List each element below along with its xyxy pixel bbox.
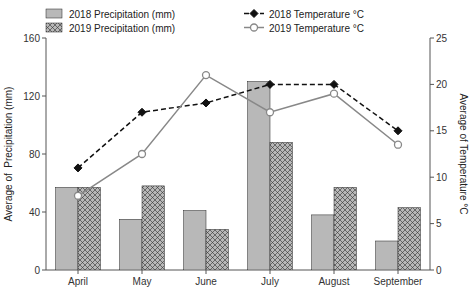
legend-label: 2019 Temperature °C — [269, 23, 364, 34]
line — [78, 75, 398, 196]
axis-line — [430, 38, 431, 270]
tick-label: July — [261, 276, 279, 287]
marker — [75, 192, 82, 199]
tick-mark — [42, 270, 46, 271]
legend-label: 2018 Precipitation (mm) — [69, 9, 175, 20]
tick-mark — [42, 212, 46, 213]
axis-label: Average of Precipitation (mm) — [3, 87, 14, 222]
bar — [78, 187, 100, 270]
tick-label: May — [133, 276, 152, 287]
tick-mark — [78, 270, 79, 274]
tick-mark — [334, 270, 335, 274]
tick-mark — [430, 270, 434, 271]
line-series — [75, 72, 402, 200]
marker — [138, 108, 146, 116]
marker — [139, 151, 146, 158]
bar — [206, 229, 228, 270]
tick-mark — [42, 154, 46, 155]
tick-mark — [270, 270, 271, 274]
bar — [184, 211, 206, 270]
y2-axis: 0 5 10 15 20 25 Average of Temperature °C — [430, 33, 469, 276]
plot-area — [56, 72, 421, 270]
tick-mark — [142, 270, 143, 274]
tick-label: August — [318, 276, 349, 287]
tick-label: 0 — [436, 265, 442, 276]
tick-label: 40 — [29, 207, 41, 218]
marker — [331, 90, 338, 97]
tick-mark — [430, 84, 434, 85]
legend-swatch — [46, 9, 62, 18]
tick-mark — [206, 270, 207, 274]
marker — [330, 80, 338, 88]
bar — [398, 208, 420, 270]
bar — [56, 187, 78, 270]
marker — [267, 109, 274, 116]
bar — [120, 219, 142, 270]
legend: 2018 Precipitation (mm) 2019 Precipitatio… — [46, 9, 364, 34]
tick-mark — [42, 38, 46, 39]
tick-label: 25 — [436, 33, 448, 44]
tick-label: April — [68, 276, 88, 287]
marker — [266, 80, 274, 88]
tick-label: 0 — [34, 265, 40, 276]
marker — [202, 99, 210, 107]
tick-mark — [42, 96, 46, 97]
legend-swatch — [46, 23, 62, 32]
axis-line — [46, 270, 430, 271]
bar-series — [56, 82, 398, 271]
chart: 0 40 80 120 160 Average of Precipitation (mm)… — [0, 0, 474, 292]
line — [78, 84, 398, 168]
tick-label: June — [195, 276, 217, 287]
tick-label: 160 — [23, 33, 40, 44]
tick-mark — [430, 177, 434, 178]
marker — [395, 141, 402, 148]
tick-mark — [398, 270, 399, 274]
bar — [142, 186, 164, 270]
tick-label: September — [374, 276, 424, 287]
marker — [203, 72, 210, 79]
y-axis: 0 40 80 120 160 Average of Precipitation (mm) — [3, 33, 46, 276]
legend-label: 2018 Temperature °C — [269, 9, 364, 20]
marker — [74, 164, 82, 172]
bar — [334, 187, 356, 270]
tick-label: 120 — [23, 91, 40, 102]
marker — [251, 24, 258, 31]
tick-label: 20 — [436, 79, 448, 90]
axis-label: Average of Temperature °C — [458, 94, 469, 215]
bar — [312, 215, 334, 270]
tick-label: 15 — [436, 125, 448, 136]
marker — [394, 127, 402, 135]
tick-label: 80 — [29, 149, 41, 160]
tick-mark — [430, 223, 434, 224]
bar — [270, 142, 292, 270]
tick-mark — [430, 130, 434, 131]
marker — [250, 10, 258, 18]
tick-label: 5 — [436, 218, 442, 229]
tick-label: 10 — [436, 172, 448, 183]
x-axis: April May June July August September — [46, 270, 430, 287]
bar — [376, 241, 398, 270]
legend-label: 2019 Precipitation (mm) — [69, 23, 175, 34]
tick-mark — [430, 38, 434, 39]
